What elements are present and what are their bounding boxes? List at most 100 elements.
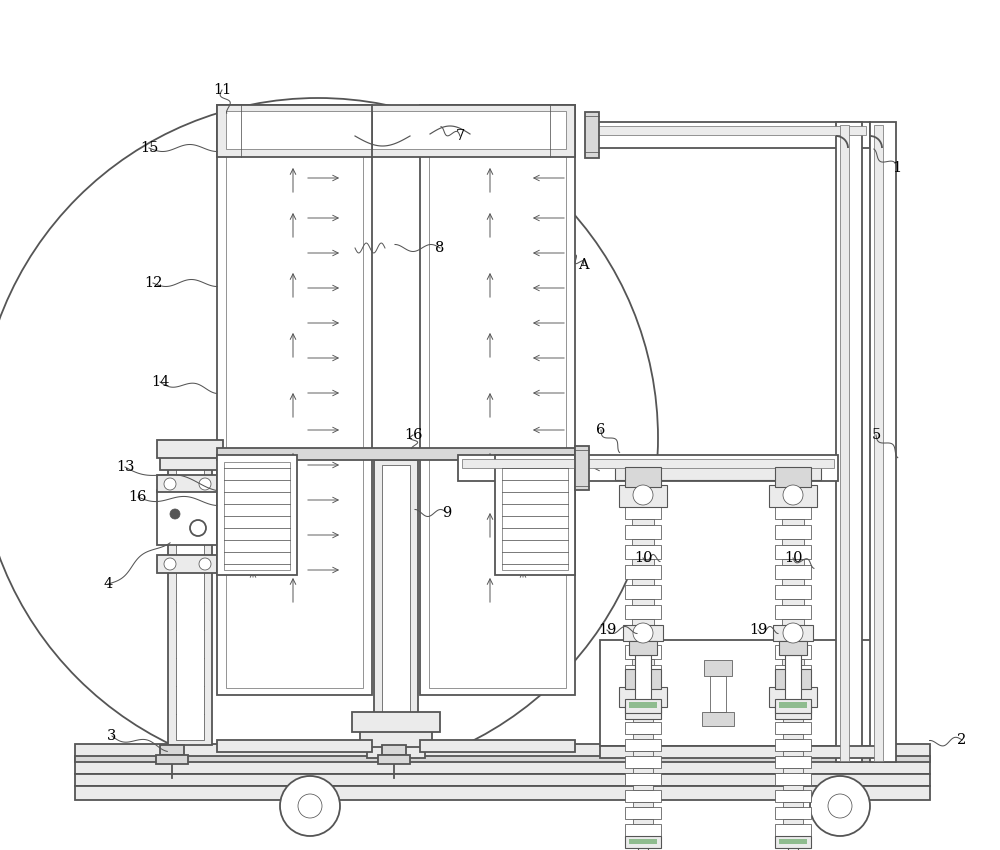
Bar (783, 751, 803, 756)
Bar (629, 641, 657, 655)
Bar (769, 687, 817, 707)
Bar (352, 712, 440, 732)
Bar (788, 713, 798, 803)
Bar (625, 756, 661, 768)
Circle shape (633, 623, 653, 643)
Text: 14: 14 (151, 375, 169, 389)
Bar (638, 848, 648, 850)
Bar (782, 619, 804, 625)
Bar (632, 579, 654, 585)
Bar (625, 790, 661, 802)
Bar (367, 745, 425, 758)
Circle shape (199, 478, 211, 490)
Text: 16: 16 (129, 490, 147, 504)
Bar (502, 462, 568, 570)
Bar (224, 462, 290, 570)
Bar (458, 455, 838, 481)
Bar (157, 475, 217, 492)
Bar (775, 669, 811, 689)
Bar (783, 768, 803, 773)
Bar (160, 745, 184, 755)
Bar (625, 669, 661, 689)
Bar (625, 545, 661, 559)
Bar (782, 579, 804, 585)
Bar (623, 625, 663, 641)
Bar (625, 699, 661, 713)
Circle shape (170, 509, 180, 519)
Bar (360, 730, 432, 747)
Bar (633, 802, 653, 807)
Bar (619, 687, 667, 707)
Bar (632, 639, 654, 645)
Bar (160, 455, 220, 470)
Bar (775, 705, 811, 719)
Text: 6: 6 (596, 423, 606, 437)
Bar (420, 105, 575, 695)
Bar (217, 105, 575, 157)
Text: 13: 13 (116, 460, 134, 474)
Text: 4: 4 (103, 577, 113, 591)
Bar (625, 685, 661, 699)
Bar (782, 639, 804, 645)
Bar (625, 525, 661, 539)
Bar (782, 539, 804, 545)
Bar (625, 605, 661, 619)
Bar (782, 519, 804, 525)
Text: 1: 1 (892, 161, 902, 175)
Bar (632, 679, 654, 685)
Bar (783, 734, 803, 739)
Text: 19: 19 (749, 623, 767, 637)
Bar (625, 824, 661, 836)
Bar (75, 756, 930, 762)
Bar (638, 713, 648, 803)
Bar (625, 645, 661, 659)
Bar (374, 460, 418, 745)
Bar (775, 467, 811, 487)
Bar (625, 585, 661, 599)
Bar (775, 545, 811, 559)
Text: 10: 10 (634, 551, 652, 565)
Text: 19: 19 (598, 623, 616, 637)
Bar (633, 751, 653, 756)
Text: 3: 3 (107, 729, 117, 743)
Bar (75, 774, 930, 786)
Bar (775, 807, 811, 819)
Bar (874, 125, 883, 761)
Text: 12: 12 (144, 276, 162, 290)
Bar (429, 112, 566, 688)
Bar (783, 785, 803, 790)
Text: 16: 16 (404, 428, 422, 442)
Text: A: A (578, 258, 588, 272)
Bar (632, 539, 654, 545)
Bar (775, 505, 811, 519)
Bar (775, 625, 811, 639)
Bar (625, 722, 661, 734)
Bar (495, 455, 575, 575)
Bar (462, 459, 834, 468)
Bar (600, 640, 880, 746)
Bar (625, 773, 661, 785)
Bar (632, 519, 654, 525)
Bar (632, 599, 654, 605)
Text: 2: 2 (957, 733, 967, 747)
Text: 7: 7 (455, 129, 465, 143)
Bar (629, 702, 657, 708)
Bar (702, 712, 734, 726)
Bar (625, 807, 661, 819)
Bar (782, 659, 804, 665)
Circle shape (164, 558, 176, 570)
Bar (775, 665, 811, 679)
Bar (840, 125, 849, 761)
Bar (633, 734, 653, 739)
Bar (625, 836, 661, 848)
Text: 15: 15 (140, 141, 158, 155)
Bar (75, 786, 930, 800)
Bar (773, 625, 813, 641)
Bar (615, 467, 821, 480)
Bar (633, 785, 653, 790)
Bar (775, 685, 811, 699)
Bar (625, 665, 661, 679)
Bar (775, 525, 811, 539)
Bar (619, 485, 667, 507)
Bar (635, 655, 651, 705)
